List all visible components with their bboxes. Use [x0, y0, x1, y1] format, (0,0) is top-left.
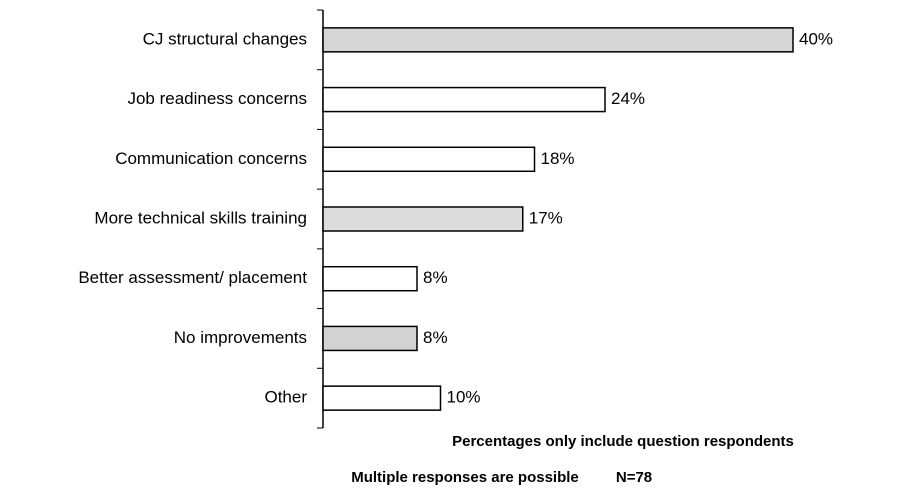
value-label: 24% [611, 89, 645, 108]
value-label: 10% [447, 388, 481, 407]
bar [322, 265, 418, 292]
bar [322, 385, 442, 411]
value-label: 17% [529, 208, 563, 227]
category-label: Better assessment/ placement [78, 268, 307, 287]
value-label: 18% [541, 149, 575, 168]
note: Percentages only include question respon… [452, 433, 794, 450]
category-label: More technical skills training [94, 208, 307, 227]
bar [322, 146, 536, 173]
category-label: No improvements [174, 328, 307, 347]
category-label: CJ structural changes [143, 29, 307, 48]
note: Multiple responses are possible [351, 469, 579, 486]
note: N=78 [616, 469, 652, 486]
bar [322, 86, 606, 113]
value-label: 8% [423, 328, 448, 347]
bar [322, 27, 794, 53]
value-label: 40% [799, 29, 833, 48]
bar [322, 325, 418, 352]
category-label: Other [264, 388, 307, 407]
category-label: Communication concerns [115, 149, 307, 168]
value-label: 8% [423, 268, 448, 287]
category-label: Job readiness concerns [127, 89, 307, 108]
bar [322, 206, 524, 232]
